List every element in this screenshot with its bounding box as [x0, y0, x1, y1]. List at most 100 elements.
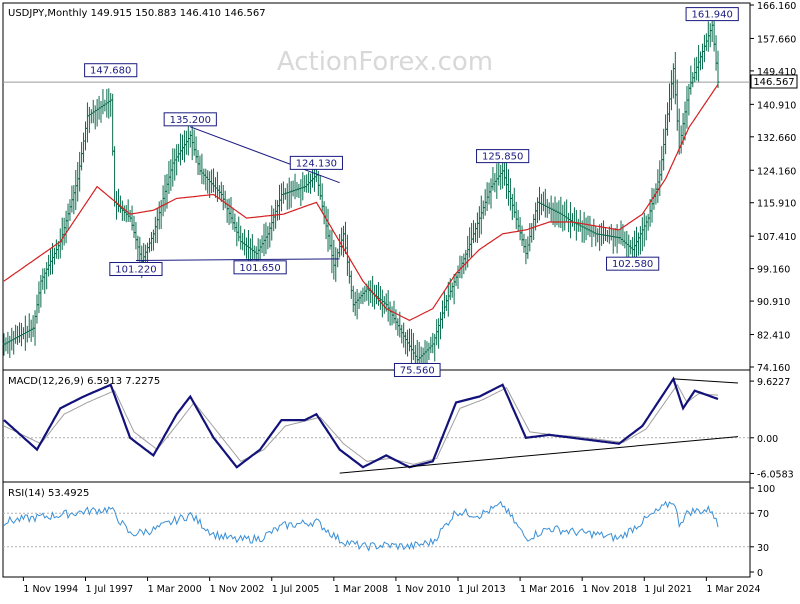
ohlc-bar [161, 185, 165, 217]
ohlc-bar [373, 284, 377, 310]
price-axis-label: 90.910 [757, 297, 790, 308]
ohlc-bar [85, 102, 89, 143]
ohlc-bar [644, 215, 648, 241]
ohlc-bar [148, 237, 152, 253]
ohlc-bar [241, 233, 245, 251]
rsi-marks [3, 500, 750, 552]
price-annotation-box [109, 262, 163, 277]
ohlc-bar [559, 196, 563, 229]
ohlc-bar [596, 228, 600, 243]
ohlc-bar [258, 239, 262, 260]
price-axis-label: 82.410 [757, 331, 790, 342]
ohlc-bar [340, 227, 344, 256]
ohlc-bar [619, 220, 623, 245]
price-annotation: 161.940 [685, 7, 739, 22]
ohlc-bar [473, 222, 477, 243]
ohlc-bar [512, 187, 516, 218]
ohlc-bar [281, 181, 285, 204]
ohlc-bar [212, 168, 216, 193]
ohlc-bar [481, 200, 485, 220]
ohlc-bar [175, 144, 179, 176]
ohlc-bar [408, 328, 412, 352]
ohlc-bar [126, 199, 130, 222]
price-trendline [135, 258, 340, 262]
ohlc-bar [615, 224, 619, 254]
ohlc-bar [196, 150, 200, 176]
ohlc-bar [45, 262, 49, 290]
x-axis-label: 1 Jul 2005 [272, 584, 320, 595]
ohlc-bar [115, 191, 119, 220]
ohlc-bar [508, 178, 512, 211]
ohlc-bar [239, 225, 243, 250]
ohlc-bar [470, 222, 474, 258]
ohlc-bar [221, 185, 225, 211]
x-axis-label: 1 Mar 2016 [520, 584, 574, 595]
ohlc-bar [669, 70, 673, 111]
ohlc-bar [268, 222, 272, 248]
ohlc-bar [396, 318, 400, 336]
ohlc-bar [685, 86, 689, 129]
ohlc-bar [629, 239, 633, 255]
ohlc-bar [361, 287, 365, 305]
ohlc-bar [171, 148, 175, 187]
ohlc-bar [206, 170, 210, 194]
ohlc-bar [640, 217, 644, 252]
ohlc-bar [103, 99, 107, 112]
ohlc-bar [31, 315, 35, 338]
ohlc-bar [52, 247, 56, 265]
price-axis-label: 166.160 [757, 1, 796, 12]
x-axis-label: 1 Jul 1997 [85, 584, 133, 595]
ohlc-bar [266, 226, 270, 250]
x-axis-label: 1 Mar 2008 [334, 584, 388, 595]
price-annotation: 75.560 [393, 362, 441, 377]
price-trendline [190, 126, 340, 184]
price-annotation-box [289, 155, 343, 170]
ohlc-bar [326, 208, 330, 252]
ohlc-bar [378, 285, 382, 310]
ohlc-bar [572, 207, 576, 231]
ohlc-bar [16, 325, 20, 345]
ohlc-bar [650, 187, 654, 223]
moving-average-line [3, 83, 719, 322]
ohlc-bar [545, 198, 549, 218]
x-axis-label: 1 Nov 2002 [210, 584, 265, 595]
ohlc-bar [623, 231, 627, 249]
ohlc-bar [223, 190, 227, 209]
ohlc-bar [355, 288, 359, 320]
ohlc-bar [128, 209, 132, 223]
ohlc-bar [691, 72, 695, 88]
ohlc-bar [487, 182, 491, 205]
ohlc-bar [235, 221, 239, 247]
ohlc-bar [29, 319, 33, 342]
ohlc-bar [704, 33, 708, 51]
ohlc-bar [4, 337, 8, 352]
ohlc-bar [299, 179, 303, 206]
ohlc-bar [229, 197, 233, 224]
ohlc-bar [60, 217, 64, 251]
ohlc-bar [153, 216, 157, 243]
price-annotation-box [606, 256, 660, 271]
ohlc-bar [439, 312, 443, 340]
ohlc-bar [456, 265, 460, 289]
rsi-line [3, 500, 719, 552]
ohlc-bar [388, 301, 392, 326]
watermark: ActionForex.com [277, 47, 493, 77]
ohlc-bar [272, 208, 276, 232]
price-axis-label: 107.410 [757, 232, 796, 243]
ohlc-bar [149, 231, 153, 252]
ohlc-bar [631, 236, 635, 260]
ohlc-bar [464, 249, 468, 271]
ohlc-bar [250, 234, 254, 261]
ohlc-bar [62, 217, 66, 246]
x-axis-label: 1 Nov 2010 [396, 584, 451, 595]
ohlc-bar [450, 282, 454, 298]
ohlc-bar [99, 100, 103, 123]
ohlc-bar [87, 106, 91, 133]
ohlc-bar [400, 324, 404, 344]
ohlc-bar [83, 121, 87, 151]
macd-trendline [339, 436, 739, 474]
ohlc-bar [116, 188, 120, 213]
ohlc-bar [706, 21, 710, 52]
ohlc-bar [570, 213, 574, 227]
price-annotation: 102.580 [606, 256, 660, 271]
